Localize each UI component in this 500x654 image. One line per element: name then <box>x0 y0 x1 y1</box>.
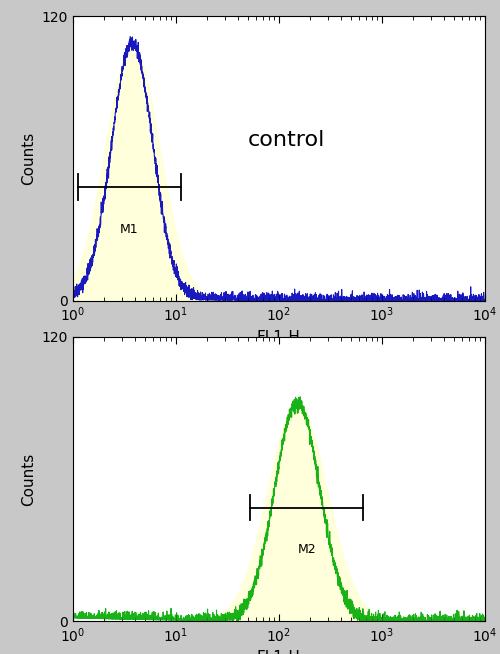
X-axis label: FL1-H: FL1-H <box>257 650 300 654</box>
Text: control: control <box>248 129 325 150</box>
X-axis label: FL1-H: FL1-H <box>257 330 300 345</box>
Text: M2: M2 <box>298 543 316 557</box>
Y-axis label: Counts: Counts <box>20 132 36 185</box>
Y-axis label: Counts: Counts <box>20 453 36 506</box>
Text: M1: M1 <box>120 223 139 236</box>
